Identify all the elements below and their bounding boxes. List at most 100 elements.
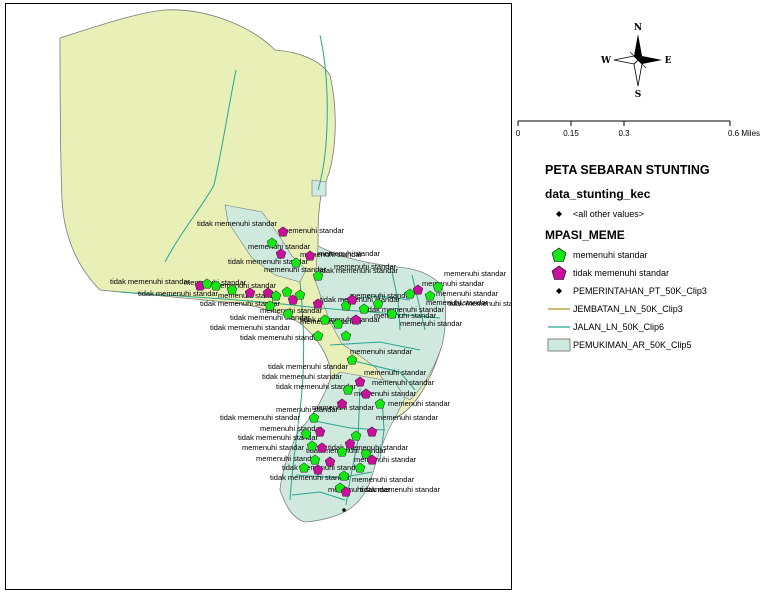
point-memenuhi [298,462,310,473]
point-label-memenuhi: memenuhi standar [264,265,327,274]
point-memenuhi [264,300,276,311]
point-label-memenuhi: memenuhi standar [376,413,439,422]
point-label-memenuhi: memenuhi standar [426,298,489,307]
compass-west-label: W [600,56,612,66]
scale-bar: 0 0.15 0.3 0.6 Miles [516,120,760,138]
compass-north-label: N [634,23,642,33]
point-tidak-memenuhi [314,426,326,437]
point-tidak-memenuhi [277,226,289,237]
point-label-memenuhi: memenuhi standar [350,291,413,300]
road-line [291,491,346,501]
legend-title: PETA SEBARAN STUNTING [545,163,710,177]
north-arrow: N S E W [600,23,672,100]
point-tidak-memenuhi [366,426,378,437]
government-point [342,508,346,512]
point-memenuhi [342,384,354,395]
point-tidak-memenuhi [346,294,358,305]
point-label-tidak: tidak memenuhi standar [200,299,281,308]
point-label-memenuhi: memenuhi standar [444,269,507,278]
legend-item: PEMERINTAHAN_PT_50K_Clip3 [545,282,768,300]
compass-needle [630,60,638,68]
point-memenuhi [300,428,312,439]
scale-tick-label: 0 [516,129,521,138]
compass-needle [638,56,662,64]
point-label-tidak: tidak memenuhi standar [220,413,301,422]
point-memenuhi [201,278,213,289]
point-label-memenuhi: memenuhi standar [364,368,427,377]
scale-tick-label: 0.3 [618,129,630,138]
compass-east-label: E [665,56,672,66]
point-label-tidak: tidak memenuhi standar [300,315,381,324]
legend-item-label: PEMERINTAHAN_PT_50K_Clip3 [573,286,707,296]
scale-tick-label: 0.15 [563,129,579,138]
road-line [119,291,441,319]
legend-item-label: tidak memenuhi standar [573,268,670,278]
point-tidak-memenuhi [312,464,324,475]
point-label-memenuhi: memenuhi standar [350,347,413,356]
green-pentagon-icon [545,247,573,263]
point-label-memenuhi: memenuhi standar [248,242,311,251]
settlement-area-icon [545,337,573,353]
legend-item: tidak memenuhi standar [545,264,768,282]
point-tidak-memenuhi [316,442,328,453]
point-label-memenuhi: memenuhi standar [214,281,277,290]
point-memenuhi [432,281,444,292]
point-memenuhi [308,412,320,423]
dot-icon [545,206,573,222]
point-memenuhi [360,448,372,459]
settlement-area [314,245,446,401]
point-label-memenuhi: memenuhi standar [372,378,435,387]
legend-item-label: <all other values> [573,209,645,219]
point-label-tidak: tidak memenuhi standar [360,485,441,494]
point-memenuhi [332,318,344,329]
point-label-memenuhi: memenuhi standar [260,306,323,315]
point-label-tidak: tidak memenuhi standar [230,313,311,322]
point-memenuhi [282,308,294,319]
point-tidak-memenuhi [275,248,287,259]
road-line [289,281,305,501]
road-line [411,274,426,331]
legend-item: JEMBATAN_LN_50K_Clip3 [545,300,768,318]
point-memenuhi [336,446,348,457]
legend-layer-name: MPASI_MEME [545,228,625,242]
point-label-memenuhi: memenuhi standar [300,250,363,259]
road-line [329,341,421,351]
point-label-tidak: tidak memenuhi standar [228,257,309,266]
legend-item: JALAN_LN_50K_Clip6 [545,318,768,336]
point-label-memenuhi: memenuhi standar [374,311,437,320]
point-label-tidak: tidak memenuhi standar [328,443,409,452]
map-frame [5,3,512,590]
point-label-memenuhi: memenuhi standar [260,424,323,433]
magenta-pentagon-icon [545,265,573,281]
legend-item: <all other values> [545,205,768,223]
point-label-memenuhi: memenuhi standar [256,454,319,463]
point-tidak-memenuhi [244,287,256,298]
point-label-memenuhi: memenuhi standar [318,249,381,258]
point-tidak-memenuhi [304,250,316,261]
point-memenuhi [306,440,318,451]
point-tidak-memenuhi [336,398,348,409]
teal-line-icon [545,319,573,335]
point-label-memenuhi: memenuhi standar [436,289,499,298]
point-label-memenuhi: memenuhi standar [328,485,391,494]
road-line [349,359,416,391]
point-label-memenuhi: memenuhi standar [354,389,417,398]
point-memenuhi [350,430,362,441]
dot-icon [545,283,573,299]
point-label-tidak: tidak memenuhi standar [240,333,321,342]
legend-item: PEMUKIMAN_AR_50K_Clip5 [545,336,768,354]
legend-item: memenuhi standar [545,246,768,264]
point-label-tidak: tidak memenuhi standar [448,299,512,308]
point-label-tidak: tidak memenuhi standar [270,473,351,482]
point-memenuhi [290,257,302,268]
point-tidak-memenuhi [262,287,274,298]
point-tidak-memenuhi [344,438,356,449]
road-line [164,69,237,263]
point-label-memenuhi: memenuhi standar [388,399,451,408]
point-label-tidak: tidak memenuhi standar [364,305,445,314]
point-memenuhi [386,308,398,319]
compass-needle [633,59,643,87]
compass-needle [637,59,647,69]
point-label-tidak: tidak memenuhi standar [282,463,363,472]
compass-south-label: S [635,90,642,100]
